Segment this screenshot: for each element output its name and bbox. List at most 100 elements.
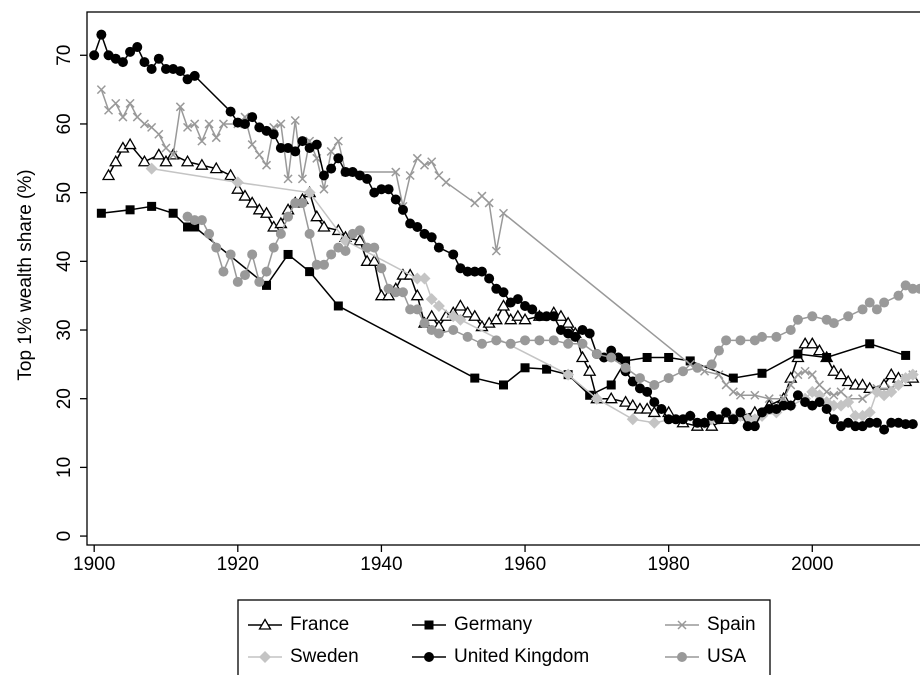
marker <box>376 263 387 274</box>
marker <box>419 160 430 170</box>
marker <box>96 85 106 95</box>
marker <box>261 266 272 277</box>
marker <box>626 398 640 411</box>
marker <box>886 417 897 428</box>
marker <box>111 98 121 108</box>
marker <box>424 620 434 630</box>
marker <box>906 368 919 381</box>
marker <box>648 416 661 429</box>
legend-label: France <box>290 614 349 635</box>
marker <box>863 381 877 394</box>
marker <box>621 356 631 366</box>
marker <box>117 57 128 68</box>
marker <box>892 378 905 391</box>
marker <box>505 338 516 349</box>
marker <box>425 309 439 321</box>
marker <box>841 374 855 387</box>
y-tick-label: 10 <box>54 457 75 478</box>
marker <box>807 311 818 322</box>
marker <box>104 105 114 115</box>
marker <box>670 414 681 425</box>
marker <box>218 119 228 129</box>
marker <box>642 352 652 362</box>
marker <box>499 380 508 390</box>
marker <box>728 414 739 425</box>
marker <box>239 270 250 281</box>
marker <box>275 228 286 239</box>
marker <box>828 318 839 329</box>
marker <box>871 417 882 428</box>
x-tick-label: 1920 <box>217 554 259 575</box>
marker <box>190 222 200 232</box>
marker <box>189 215 200 226</box>
marker <box>453 299 468 311</box>
marker <box>139 119 149 129</box>
marker <box>590 392 603 405</box>
marker <box>570 331 581 342</box>
marker <box>268 129 279 140</box>
marker <box>863 406 876 419</box>
marker <box>259 651 271 663</box>
marker <box>849 409 862 422</box>
marker <box>618 395 633 407</box>
marker <box>663 373 674 384</box>
marker <box>367 254 381 266</box>
marker <box>274 216 288 229</box>
marker <box>884 367 898 380</box>
marker <box>742 421 753 432</box>
marker <box>303 186 316 199</box>
marker <box>223 168 238 181</box>
marker <box>649 379 660 390</box>
marker <box>583 364 597 376</box>
marker <box>183 122 193 132</box>
marker <box>699 417 710 428</box>
marker <box>189 70 200 81</box>
marker <box>901 350 911 360</box>
marker <box>123 137 137 150</box>
legend: France Germany Spain Sweden United Kingdom US… <box>237 599 771 675</box>
marker <box>152 148 166 160</box>
marker <box>261 160 272 170</box>
marker <box>96 208 106 218</box>
marker <box>211 242 222 253</box>
marker <box>432 299 445 312</box>
marker <box>821 404 832 415</box>
marker <box>204 119 214 129</box>
marker <box>125 46 136 57</box>
marker <box>814 397 825 408</box>
marker <box>448 325 459 336</box>
marker <box>340 246 351 257</box>
marker <box>562 368 575 381</box>
marker <box>369 242 380 253</box>
marker <box>713 414 724 425</box>
marker <box>412 221 423 232</box>
marker <box>491 246 501 256</box>
marker <box>433 328 444 339</box>
marker <box>512 294 523 305</box>
marker <box>318 259 329 270</box>
marker <box>197 136 207 146</box>
marker <box>190 119 200 129</box>
marker <box>204 228 215 239</box>
marker <box>764 404 775 415</box>
marker <box>591 349 602 360</box>
marker <box>118 112 128 122</box>
marker <box>518 312 532 325</box>
marker <box>145 162 158 175</box>
marker <box>390 287 401 298</box>
marker <box>893 290 904 301</box>
marker <box>534 311 545 322</box>
marker <box>470 373 480 383</box>
marker <box>468 309 482 321</box>
marker <box>353 233 367 246</box>
marker <box>534 335 545 346</box>
marker <box>640 402 654 414</box>
marker <box>218 266 229 277</box>
marker <box>879 424 890 435</box>
marker <box>168 208 178 218</box>
marker <box>317 220 331 232</box>
marker <box>871 304 882 315</box>
y-tick-label: 30 <box>54 319 75 340</box>
marker <box>757 368 767 378</box>
marker <box>297 136 308 147</box>
